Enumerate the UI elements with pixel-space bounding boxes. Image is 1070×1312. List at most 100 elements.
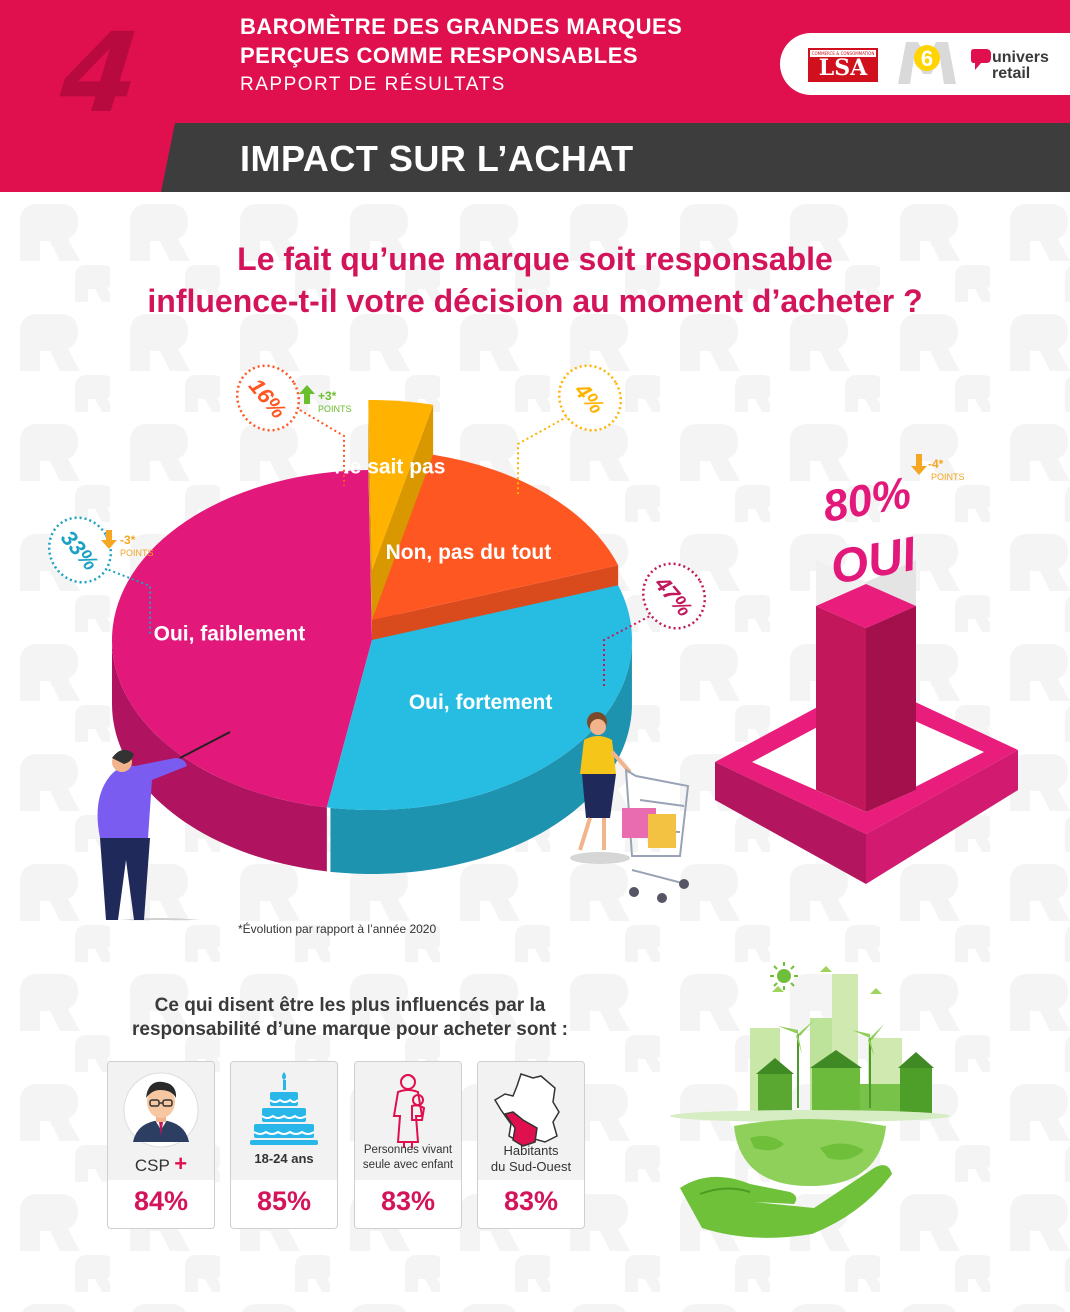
univers-retail-logo: univers retail bbox=[992, 50, 1049, 82]
arrow-down-icon bbox=[911, 454, 927, 475]
pie-evolution-badge: -3*POINTS bbox=[101, 530, 154, 558]
pie-value-callout: 16% bbox=[235, 364, 345, 486]
sun-icon bbox=[770, 962, 798, 990]
callout-leader-line bbox=[299, 409, 345, 486]
m6-logo: 6 bbox=[898, 42, 956, 84]
bar-base-side bbox=[715, 762, 866, 884]
pie-slice-oui-faiblement bbox=[112, 470, 372, 808]
callout-bubble bbox=[235, 364, 301, 432]
card-value: 84% bbox=[133, 1186, 189, 1216]
callout-bubble bbox=[47, 516, 113, 584]
card-value: 85% bbox=[256, 1186, 312, 1216]
card-value: 83% bbox=[380, 1186, 436, 1216]
footnote: *Évolution par rapport à l’année 2020 bbox=[238, 922, 437, 936]
pie-evolution-value: -3* bbox=[120, 533, 136, 547]
pie-chart-callouts: 47%16% 4%33%+3*POINTS-3*POINTS bbox=[47, 364, 707, 686]
bar-oui-top bbox=[816, 584, 916, 628]
card-label-line2: seule avec enfant bbox=[362, 1159, 454, 1171]
pie-evolution-unit: POINTS bbox=[318, 404, 352, 414]
card-header bbox=[355, 1062, 461, 1180]
pie-slice-ne-sait-pas bbox=[368, 400, 434, 570]
profile-card-age: 18-24 ans 85% bbox=[230, 1061, 338, 1229]
bar-chart-bars bbox=[816, 560, 916, 812]
pie-slice-wall bbox=[368, 400, 372, 634]
presenter-illustration bbox=[97, 731, 231, 920]
pie-value-callout: 4% bbox=[517, 364, 623, 494]
profiles-subtitle-line2: responsabilité d’une marque pour acheter… bbox=[131, 1019, 569, 1040]
callout-bubble bbox=[557, 364, 623, 432]
pie-evolution-value: +3* bbox=[318, 389, 337, 403]
pie-slice-non-pas-du-tout bbox=[372, 454, 619, 620]
bar-evolution-value: -4* bbox=[928, 457, 944, 471]
m6-logo-text: 6 bbox=[921, 46, 933, 71]
shopper-illustration bbox=[578, 712, 690, 903]
univers-retail-icon bbox=[971, 49, 991, 70]
lsa-logo-top: COMMERCE & CONSOMMATION bbox=[810, 50, 876, 57]
card-label: Habitants du Sud-Ouest bbox=[478, 1143, 584, 1175]
pie-slice-label: Non, pas du tout bbox=[386, 541, 552, 564]
card-label-line1: Habitants bbox=[503, 1143, 559, 1158]
france-map-icon bbox=[493, 1073, 560, 1147]
arrow-up-icon bbox=[299, 385, 315, 404]
lsa-logo: COMMERCE & CONSOMMATION LSA bbox=[808, 48, 878, 82]
card-label: Personnes vivant seule avec enfant bbox=[355, 1143, 461, 1173]
businessman-icon bbox=[123, 1072, 199, 1148]
report-title-line2: PERÇUES COMME RESPONSABLES bbox=[240, 43, 639, 68]
callout-bubble bbox=[641, 562, 707, 630]
question-line2: influence-t-il votre décision au moment … bbox=[147, 283, 923, 319]
card-label: 18-24 ans bbox=[254, 1151, 314, 1166]
profile-card-csp: CSP + 84% bbox=[107, 1061, 215, 1229]
question-line1: Le fait qu’une marque soit responsable bbox=[237, 241, 833, 277]
eco-city-illustration bbox=[670, 962, 950, 1238]
pie-chart-labels: Oui, faiblement Ne sait pas Non, pas du to… bbox=[154, 455, 553, 714]
profiles-subtitle-line1: Ce qui disent être les plus influencés p… bbox=[154, 995, 546, 1016]
bar-oui bbox=[816, 606, 866, 812]
pie-slice-label: Ne sait pas bbox=[335, 455, 446, 478]
callout-leader-line bbox=[517, 413, 573, 494]
pie-value-callout: 47% bbox=[603, 562, 707, 686]
profile-card-single-parent: Personnes vivant seule avec enfant 83% bbox=[354, 1061, 462, 1229]
card-label-line2: du Sud-Ouest bbox=[490, 1159, 572, 1174]
pie-slice-wall bbox=[372, 404, 434, 634]
univers-retail-line1: univers bbox=[992, 49, 1049, 66]
pie-slice-side bbox=[330, 643, 632, 874]
card-value: 83% bbox=[503, 1186, 559, 1216]
section-title: IMPACT SUR L’ACHAT bbox=[240, 138, 634, 179]
section-title-bar-accent bbox=[0, 123, 175, 192]
bar-evolution: -4* POINTS bbox=[911, 454, 965, 482]
bar-oui-side bbox=[866, 606, 916, 812]
profiles-subtitle: Ce qui disent être les plus influencés p… bbox=[100, 994, 600, 1042]
report-title-line1: BAROMÈTRE DES GRANDES MARQUES bbox=[240, 14, 683, 39]
arrow-down-icon bbox=[101, 530, 117, 549]
bar-chart: 80% OUI -4* POINTS bbox=[715, 454, 1018, 884]
pie-chart-sides bbox=[112, 640, 632, 874]
birthday-cake-icon bbox=[250, 1072, 318, 1145]
callout-leader-line bbox=[103, 567, 151, 636]
plus-icon: + bbox=[174, 1151, 188, 1176]
pie-evolution-unit: POINTS bbox=[120, 548, 154, 558]
section-title-bar bbox=[160, 123, 1070, 192]
pie-slice-oui-fortement bbox=[326, 585, 632, 810]
bar-base-side bbox=[866, 750, 1018, 884]
univers-retail-line2: retail bbox=[992, 65, 1031, 82]
card-label-text: CSP bbox=[134, 1156, 170, 1175]
lsa-logo-text: LSA bbox=[818, 55, 868, 81]
pie-evolution-badge: +3*POINTS bbox=[299, 385, 352, 414]
report-subtitle: RAPPORT DE RÉSULTATS bbox=[240, 74, 506, 95]
parent-with-child-icon bbox=[392, 1074, 426, 1148]
pie-value-callout: 33% bbox=[47, 516, 151, 636]
question-title: Le fait qu’une marque soit responsable i… bbox=[0, 238, 1070, 322]
section-number: 4 bbox=[55, 9, 146, 137]
pie-slice-label: Oui, faiblement bbox=[154, 623, 306, 646]
chart-area: Oui, faiblement Ne sait pas Non, pas du to… bbox=[47, 364, 1018, 920]
card-label-line1: Personnes vivant bbox=[363, 1144, 453, 1156]
bar-value-label: 80% bbox=[819, 468, 914, 532]
pie-slice-label: Oui, fortement bbox=[409, 691, 553, 714]
profile-card-region: Habitants du Sud-Ouest 83% bbox=[477, 1061, 585, 1229]
bar-evolution-unit: POINTS bbox=[931, 472, 965, 482]
shadow bbox=[570, 852, 630, 864]
card-label: CSP + bbox=[108, 1153, 214, 1176]
pie-chart bbox=[112, 400, 632, 810]
pie-slice-side bbox=[112, 640, 327, 872]
callout-leader-line bbox=[603, 615, 651, 686]
